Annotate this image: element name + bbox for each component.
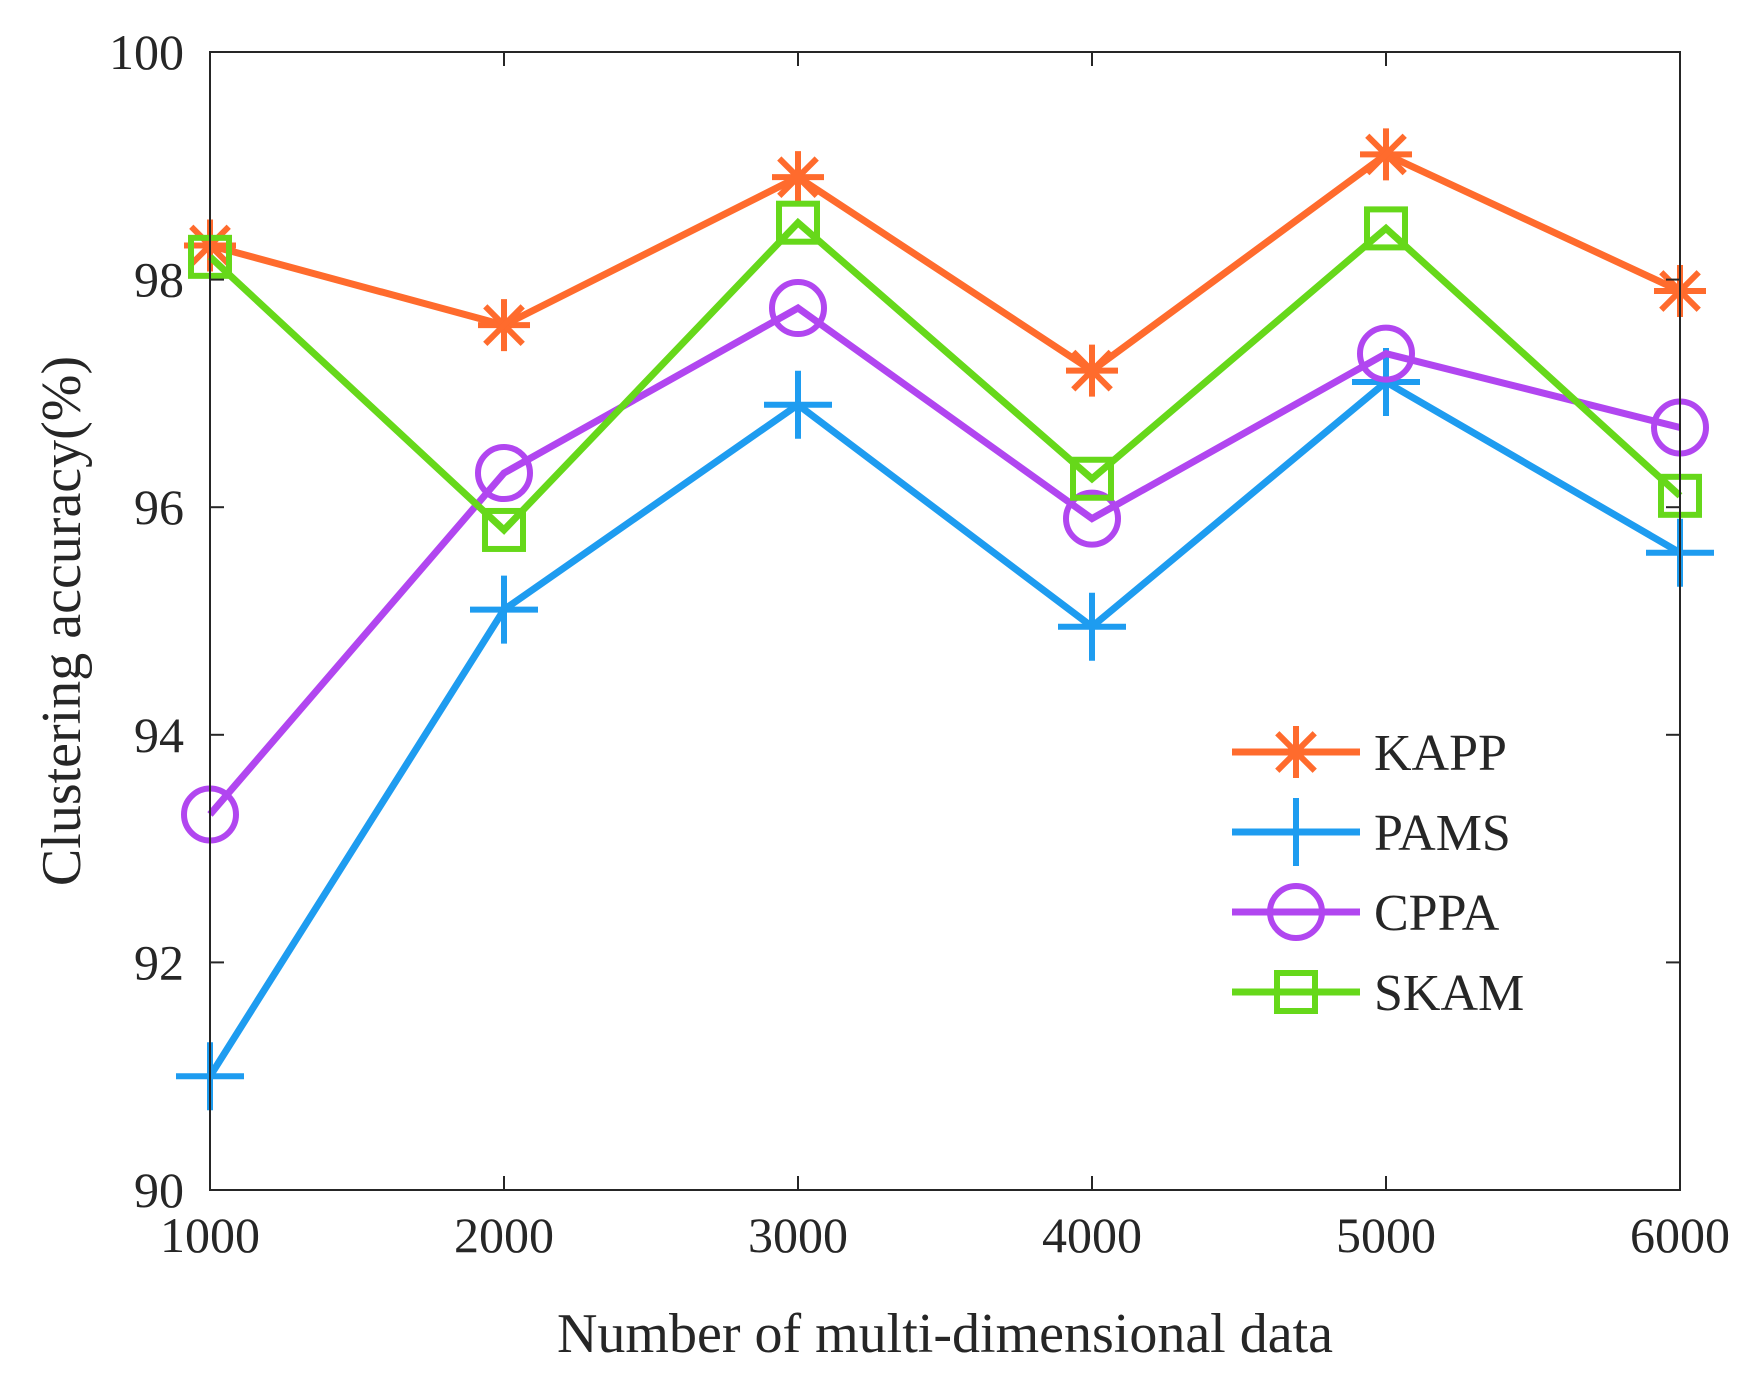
series-line-kapp: [209, 150, 1682, 375]
x-tick-label: 4000: [1042, 1207, 1142, 1263]
legend-entry-skam: SKAM: [1232, 965, 1524, 1022]
y-axis-label: Clustering accuracy(%): [31, 356, 93, 886]
data-point-skam-4000: [1070, 456, 1114, 501]
x-tick-label: 6000: [1630, 1207, 1730, 1263]
data-point-cppa-5000: [1357, 324, 1415, 383]
legend-entry-cppa: CPPA: [1232, 883, 1500, 942]
y-tick-label: 96: [134, 479, 184, 535]
data-point-pams-4000: [1058, 592, 1126, 661]
legend-marker-pams: [1262, 798, 1330, 866]
axes-frame: [209, 51, 1681, 1191]
data-point-kapp-4000: [1066, 344, 1118, 397]
y-tick-label: 100: [109, 24, 184, 80]
data-point-skam-2000: [482, 507, 526, 552]
y-tick-label: 92: [134, 934, 184, 990]
series-layer: [176, 128, 1714, 1111]
legend-label-cppa: CPPA: [1374, 885, 1500, 942]
series-line-pams: [207, 377, 1682, 1079]
x-tick-label: 3000: [748, 1207, 848, 1263]
x-tick-label: 5000: [1336, 1207, 1436, 1263]
data-point-kapp-3000: [772, 151, 824, 204]
y-tick-label: 98: [134, 252, 184, 308]
data-point-skam-5000: [1364, 206, 1408, 251]
y-tick-label: 94: [134, 707, 184, 763]
plot-area: [210, 52, 1680, 1190]
series-line-cppa: [207, 303, 1681, 817]
data-point-kapp-5000: [1360, 128, 1412, 181]
data-point-cppa-3000: [769, 279, 827, 338]
x-axis-label: Number of multi-dimensional data: [557, 1303, 1333, 1365]
legend-label-kapp: KAPP: [1374, 725, 1507, 782]
data-point-pams-3000: [764, 370, 832, 439]
legend: KAPP PAMS CPPA SKAM: [1232, 725, 1524, 1022]
legend-marker-cppa: [1267, 883, 1325, 941]
data-point-skam-3000: [776, 200, 820, 245]
legend-marker-skam: [1274, 970, 1318, 1014]
data-point-pams-2000: [470, 575, 538, 644]
x-tick-label: 1000: [160, 1207, 260, 1263]
x-tick-label: 2000: [454, 1207, 554, 1263]
data-point-kapp-2000: [478, 299, 530, 352]
data-point-cppa-4000: [1063, 489, 1121, 548]
series-line-skam: [207, 217, 1683, 535]
legend-entry-kapp: KAPP: [1232, 725, 1507, 782]
legend-label-pams: PAMS: [1374, 805, 1511, 862]
legend-label-skam: SKAM: [1374, 965, 1524, 1022]
legend-entry-pams: PAMS: [1232, 798, 1511, 866]
y-tick-label: 90: [134, 1162, 184, 1218]
data-point-cppa-2000: [475, 444, 533, 503]
legend-marker-kapp: [1270, 726, 1322, 778]
axes-layer: 1000 2000 3000 4000 5000 6000 90 92 94 96 98 100: [109, 24, 1730, 1263]
